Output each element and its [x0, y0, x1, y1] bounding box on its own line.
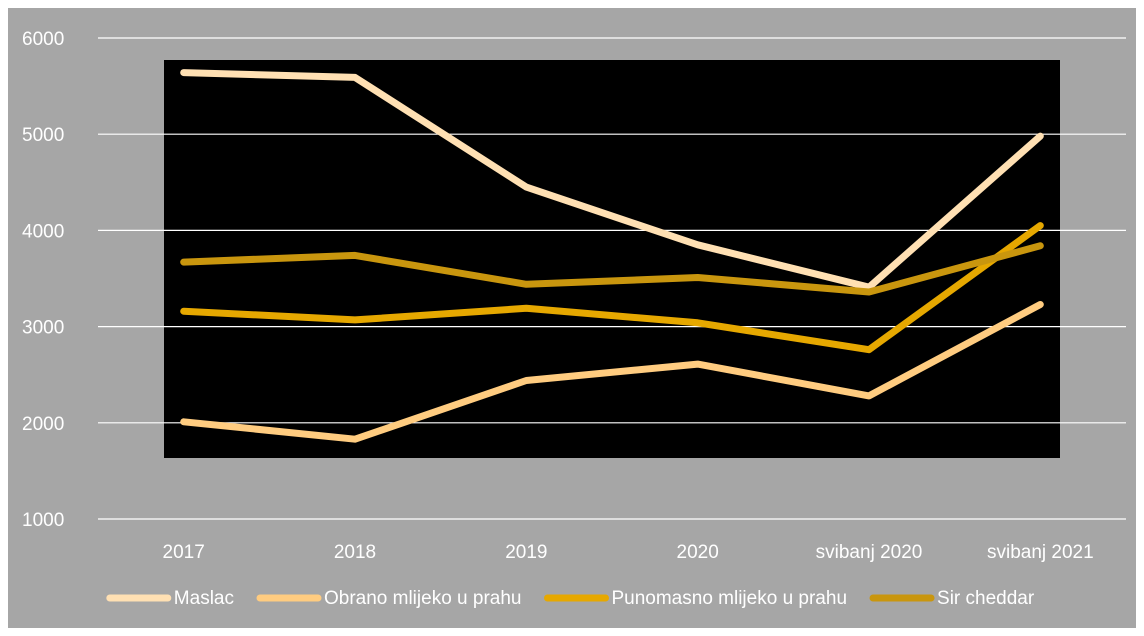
chart-svg: 1000 2000 3000 4000 5000 6000 2017 2018 2019 202… [8, 8, 1136, 628]
legend-item: Obrano mlijeko u prahu [256, 588, 522, 609]
x-tick-label: 2018 [334, 542, 376, 563]
y-tick-label: 5000 [22, 125, 64, 146]
legend-item: Punomasno mlijeko u prahu [543, 588, 847, 609]
x-tick-label: 2019 [505, 542, 547, 563]
x-tick-label: svibanj 2020 [816, 542, 923, 563]
y-tick-label: 6000 [22, 29, 64, 50]
x-tick-label: 2020 [677, 542, 719, 563]
y-tick-label: 1000 [22, 510, 64, 531]
legend-label: Sir cheddar [937, 588, 1035, 609]
y-tick-label: 4000 [22, 221, 64, 242]
series-line-2 [180, 222, 1044, 354]
legend-label: Obrano mlijeko u prahu [324, 588, 522, 609]
x-tick-label: 2017 [163, 542, 205, 563]
y-tick-label: 2000 [22, 414, 64, 435]
series-line-0 [180, 69, 1044, 291]
legend-label: Punomasno mlijeko u prahu [611, 588, 847, 609]
legend-item: Sir cheddar [869, 588, 1035, 609]
legend-item: Maslac [106, 588, 234, 609]
y-tick-label: 3000 [22, 318, 64, 339]
line-chart: 1000 2000 3000 4000 5000 6000 2017 2018 2019 202… [8, 8, 1136, 628]
legend-label: Maslac [174, 588, 234, 609]
series-line-1 [180, 301, 1044, 443]
series-line-3 [180, 242, 1044, 296]
x-tick-label: svibanj 2021 [987, 542, 1094, 563]
